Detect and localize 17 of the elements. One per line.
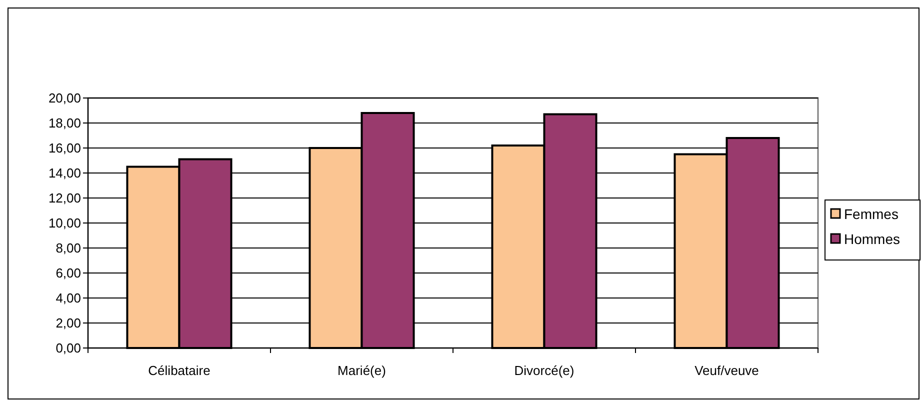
y-tick-label: 12,00 bbox=[48, 190, 81, 206]
y-tick-label: 4,00 bbox=[56, 290, 81, 306]
y-tick-label: 18,00 bbox=[48, 116, 81, 131]
y-tick-label: 14,00 bbox=[48, 166, 81, 181]
y-tick-label: 6,00 bbox=[56, 266, 81, 281]
y-tick-label: 20,00 bbox=[48, 90, 81, 106]
y-tick-label: 8,00 bbox=[56, 240, 81, 256]
y-tick-label: 10,00 bbox=[48, 216, 81, 231]
y-tick-label: 2,00 bbox=[56, 316, 81, 331]
x-tick-label: Célibataire bbox=[148, 363, 210, 378]
y-tick-label: 16,00 bbox=[48, 140, 81, 156]
legend-label: Femmes bbox=[844, 206, 898, 222]
x-tick-label: Veuf/veuve bbox=[694, 363, 759, 378]
x-tick-label: Marié(e) bbox=[338, 363, 386, 378]
y-tick-label: 0,00 bbox=[56, 340, 81, 356]
x-tick-label: Divorcé(e) bbox=[514, 363, 574, 378]
legend-label: Hommes bbox=[844, 230, 900, 247]
